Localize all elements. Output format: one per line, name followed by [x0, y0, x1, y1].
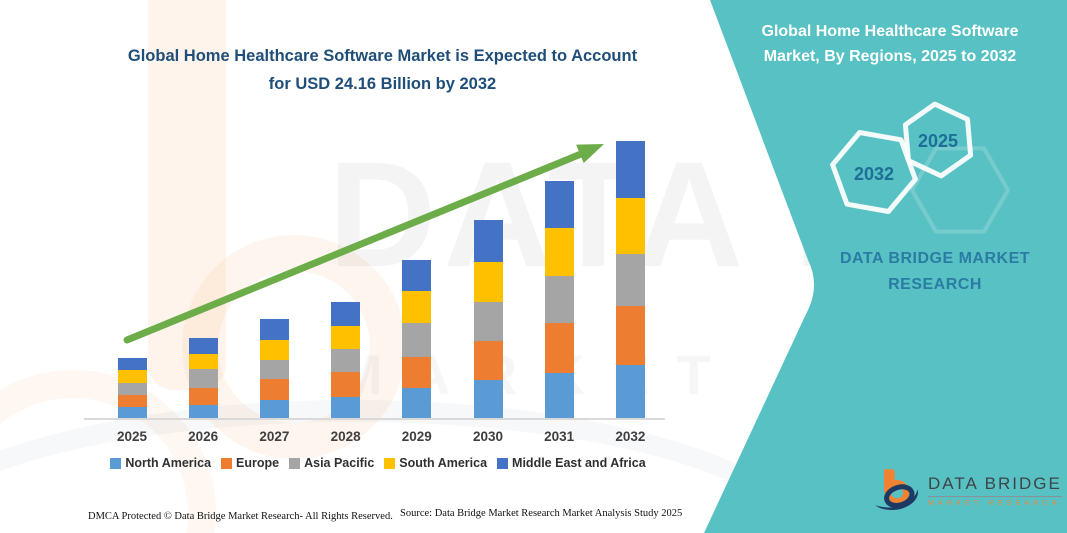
chart-legend: North America Europe Asia Pacific South Ame…	[86, 456, 670, 470]
footer-dmca-text: DMCA Protected © Data Bridge Market Rese…	[88, 511, 393, 522]
chart-title-line2: for USD 24.16 Billion by 2032	[268, 75, 497, 94]
data-bridge-logo: DATA BRIDGE MARKET RESEARCH	[874, 464, 1062, 516]
bar-segment-europe	[188, 387, 218, 405]
legend-swatch	[497, 457, 509, 469]
legend-item: South America	[384, 456, 487, 470]
bar-segment-south-america	[259, 339, 289, 361]
bar-segment-europe	[117, 395, 147, 408]
brand-text: DATA BRIDGE MARKET RESEARCH	[805, 246, 1065, 297]
bar-segment-north-america	[544, 372, 574, 419]
bar-segment-europe	[544, 323, 574, 373]
footer-source-text: Source: Data Bridge Market Research Mark…	[400, 508, 683, 519]
x-axis-label: 2032	[615, 429, 646, 444]
bar-segment-north-america	[259, 400, 289, 419]
bar-segment-europe	[402, 357, 432, 389]
bar-segment-south-america	[544, 227, 574, 277]
bar-segment-middle-east-and-africa	[402, 260, 432, 291]
bar-segment-europe	[615, 305, 645, 365]
hexagon-badge-2032-label: 2032	[854, 164, 894, 184]
x-axis-label: 2027	[259, 429, 290, 444]
bar-segment-asia-pacific	[331, 348, 361, 372]
side-panel-title-line2: Market, By Regions, 2025 to 2032	[763, 47, 1017, 65]
logo-subtitle: MARKET RESEARCH	[928, 499, 1061, 507]
legend-item: Asia Pacific	[289, 456, 374, 470]
bar-segment-north-america	[331, 397, 361, 419]
bar-segment-north-america	[473, 379, 503, 419]
x-axis-label: 2026	[188, 429, 219, 444]
bar-segment-asia-pacific	[259, 360, 289, 379]
bar-segment-asia-pacific	[615, 254, 645, 306]
brand-text-line1: DATA BRIDGE MARKET	[839, 250, 1031, 267]
logo-name: DATA BRIDGE	[928, 474, 1062, 497]
legend-label: Middle East and Africa	[512, 456, 646, 470]
bar-segment-north-america	[402, 388, 432, 419]
brand-text-line2: RESEARCH	[888, 275, 982, 293]
legend-swatch	[110, 457, 122, 469]
bar-segment-middle-east-and-africa	[331, 301, 361, 326]
bar-segment-asia-pacific	[473, 301, 503, 341]
bar-segment-north-america	[188, 404, 218, 419]
bar-segment-europe	[473, 340, 503, 380]
bar-segment-north-america	[615, 364, 645, 419]
bar-segment-asia-pacific	[544, 276, 574, 324]
bar-segment-south-america	[117, 369, 147, 383]
bar-segment-middle-east-and-africa	[259, 319, 289, 340]
chart-title-line1: Global Home Healthcare Software Market i…	[127, 47, 638, 65]
bar-segment-asia-pacific	[117, 382, 147, 396]
bar-segment-south-america	[615, 198, 645, 255]
bar-segment-north-america	[117, 407, 147, 419]
legend-swatch	[384, 457, 396, 469]
bar-segment-middle-east-and-africa	[473, 219, 503, 263]
legend-swatch	[289, 457, 301, 469]
bar-segment-middle-east-and-africa	[544, 181, 574, 228]
hexagon-watermark	[910, 146, 1010, 234]
hexagon-badge-2025-label: 2025	[918, 131, 958, 151]
legend-swatch	[221, 457, 233, 469]
x-axis-label: 2028	[330, 429, 361, 444]
bar-segment-middle-east-and-africa	[117, 358, 147, 370]
legend-label: Asia Pacific	[304, 456, 375, 470]
hexagon-badge-2025	[902, 101, 974, 179]
x-axis-label: 2029	[401, 429, 432, 444]
bar-segment-asia-pacific	[402, 322, 432, 358]
logo-text: DATA BRIDGE MARKET RESEARCH	[928, 474, 1062, 507]
legend-item: Europe	[221, 456, 279, 470]
bar-segment-middle-east-and-africa	[615, 141, 645, 199]
data-bridge-logo-icon	[875, 469, 918, 511]
x-axis-line	[84, 418, 665, 420]
bar-segment-south-america	[188, 353, 218, 370]
side-panel-title: Global Home Healthcare Software Market, …	[740, 20, 1040, 70]
side-panel-title-line1: Global Home Healthcare Software	[761, 23, 1019, 40]
bar-segment-south-america	[402, 290, 432, 323]
bar-segment-south-america	[473, 262, 503, 302]
bar-segment-south-america	[331, 325, 361, 349]
legend-item: North America	[110, 456, 211, 470]
bar-segment-europe	[259, 378, 289, 401]
x-axis-label: 2025	[116, 429, 148, 444]
legend-item: Middle East and Africa	[497, 456, 646, 470]
bar-segment-middle-east-and-africa	[188, 338, 218, 354]
legend-label: North America	[125, 456, 212, 470]
x-axis-label: 2030	[472, 429, 504, 444]
legend-label: South America	[399, 456, 488, 470]
legend-label: Europe	[236, 456, 280, 470]
chart-title: Global Home Healthcare Software Market i…	[90, 42, 675, 98]
bar-segment-europe	[331, 371, 361, 398]
hexagon-badge-2032	[830, 130, 918, 214]
x-axis-label: 2031	[544, 429, 575, 444]
bar-segment-asia-pacific	[188, 369, 218, 388]
